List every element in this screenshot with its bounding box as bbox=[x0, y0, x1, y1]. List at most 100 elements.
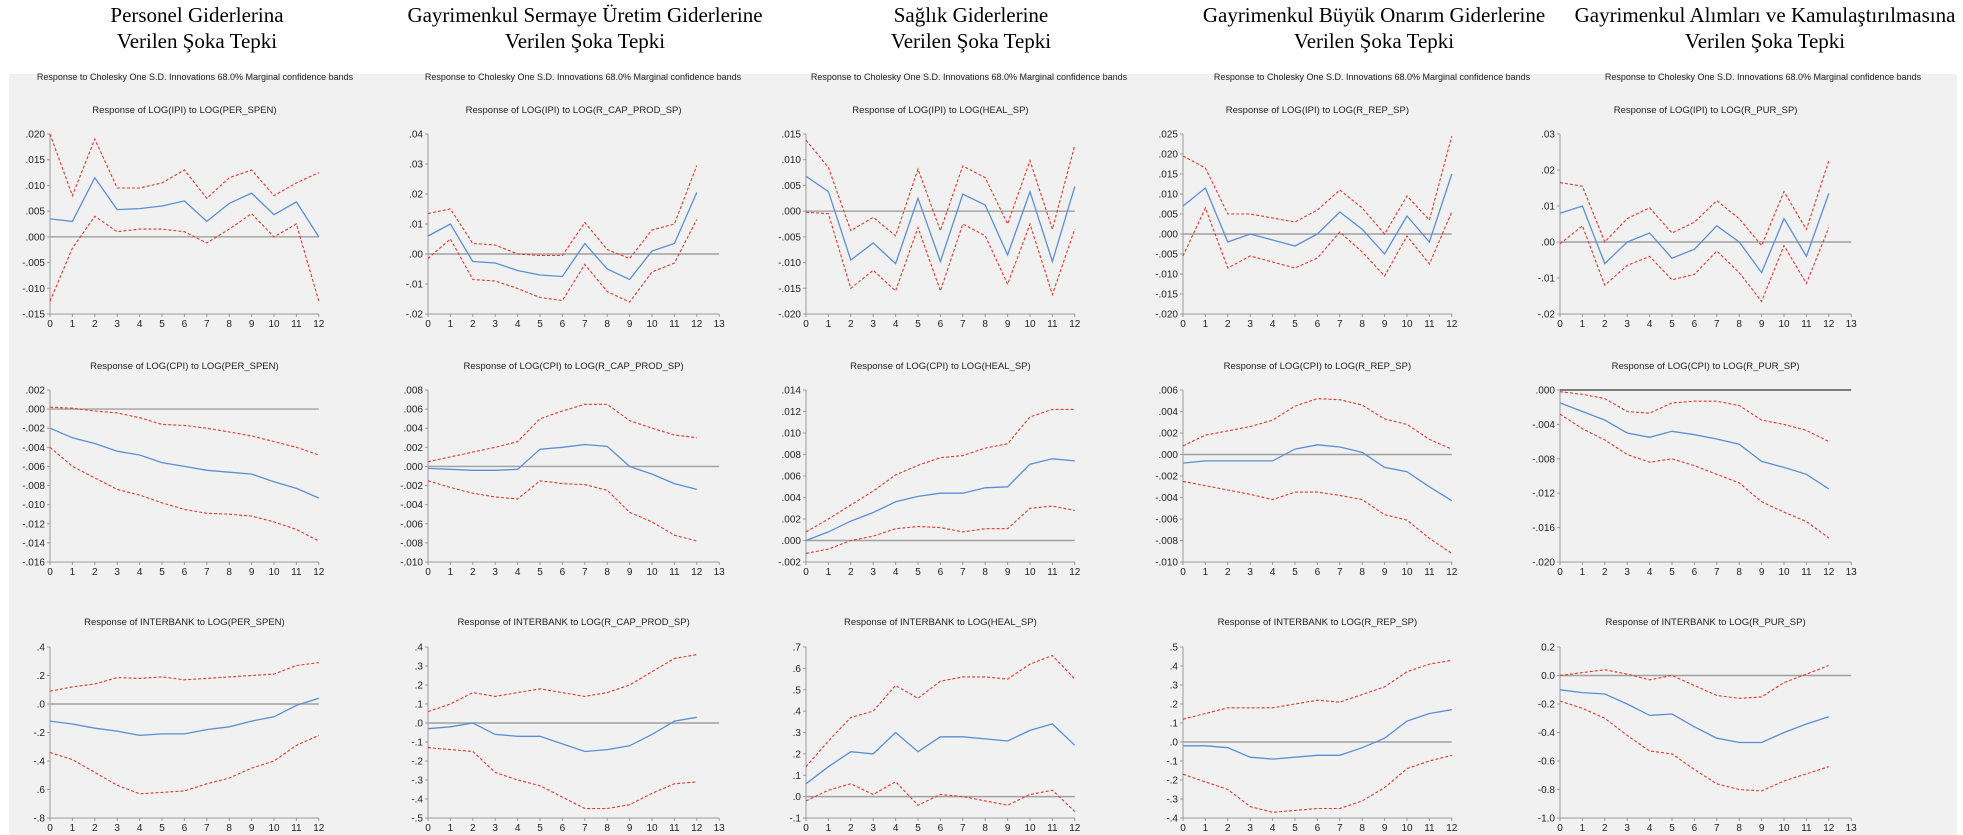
column-title-line-2: Verilen Şoka Tepki bbox=[504, 29, 666, 53]
x-tick-label: 4 bbox=[1270, 319, 1276, 330]
irf-panel: Response of INTERBANK to LOG(R_REP_SP) -.… bbox=[1166, 617, 1457, 834]
lower-confidence-band bbox=[1559, 413, 1830, 539]
impulse-response-line bbox=[1559, 689, 1829, 744]
x-tick-label: 6 bbox=[938, 319, 944, 330]
y-tick-label: .4 bbox=[793, 707, 802, 718]
x-tick-label: 3 bbox=[1624, 823, 1630, 834]
x-tick-label: 1 bbox=[826, 319, 832, 330]
y-tick-label: -.010 bbox=[1155, 558, 1178, 569]
x-tick-label: 11 bbox=[1424, 823, 1435, 834]
y-tick-label: -.2 bbox=[33, 728, 45, 739]
panel-title: Response of INTERBANK to LOG(R_CAP_PROD_… bbox=[457, 617, 689, 628]
x-tick-label: 2 bbox=[1225, 823, 1231, 834]
y-tick-label: .1 bbox=[415, 700, 424, 711]
lower-confidence-band bbox=[805, 505, 1075, 554]
x-tick-label: 1 bbox=[1203, 567, 1209, 578]
y-tick-label: -.015 bbox=[778, 284, 801, 295]
chart-panel bbox=[9, 74, 1957, 835]
column-title-line-2: Verilen Şoka Tepki bbox=[116, 29, 278, 53]
y-tick-label: .04 bbox=[409, 130, 423, 141]
x-tick-label: 12 bbox=[691, 319, 703, 330]
impulse-response-line bbox=[805, 458, 1075, 542]
x-tick-label: 8 bbox=[1736, 567, 1742, 578]
y-tick-label: -.020 bbox=[1532, 558, 1555, 569]
x-tick-label: 5 bbox=[1669, 567, 1675, 578]
x-tick-label: 12 bbox=[313, 319, 325, 330]
y-tick-label: .010 bbox=[782, 429, 802, 440]
y-tick-label: .020 bbox=[1159, 150, 1179, 161]
y-tick-label: .008 bbox=[404, 386, 424, 397]
x-tick-label: 10 bbox=[1401, 319, 1413, 330]
x-tick-label: 1 bbox=[448, 319, 454, 330]
column-title-line-1: Gayrimenkul Sermaye Üretim Giderlerine bbox=[407, 3, 763, 27]
y-tick-label: .2 bbox=[415, 681, 424, 692]
x-tick-label: 12 bbox=[1446, 567, 1458, 578]
x-tick-label: 6 bbox=[938, 823, 944, 834]
y-tick-label: 0.0 bbox=[1541, 671, 1555, 682]
x-tick-label: 10 bbox=[1024, 823, 1036, 834]
y-tick-label: -.01 bbox=[1538, 274, 1556, 285]
y-tick-label: -.010 bbox=[22, 284, 45, 295]
x-tick-label: 11 bbox=[291, 319, 302, 330]
x-tick-label: 0 bbox=[1557, 319, 1563, 330]
y-tick-label: .000 bbox=[1536, 386, 1556, 397]
x-tick-label: 11 bbox=[291, 823, 302, 834]
y-tick-label: .3 bbox=[415, 662, 424, 673]
y-tick-label: -0.8 bbox=[1538, 785, 1556, 796]
y-tick-label: .000 bbox=[26, 232, 46, 243]
y-tick-label: -.5 bbox=[411, 814, 423, 825]
x-tick-label: 6 bbox=[182, 823, 188, 834]
panel-title: Response of LOG(CPI) to LOG(R_PUR_SP) bbox=[1612, 361, 1800, 372]
x-tick-label: 1 bbox=[70, 567, 76, 578]
x-tick-label: 7 bbox=[960, 319, 966, 330]
irf-panel: Response of LOG(IPI) to LOG(R_PUR_SP) -.0… bbox=[1538, 105, 1857, 330]
y-tick-label: .005 bbox=[782, 181, 802, 192]
lower-confidence-band bbox=[427, 480, 697, 542]
y-tick-label: .5 bbox=[1170, 643, 1179, 654]
column-subheader: Response to Cholesky One S.D. Innovation… bbox=[1214, 72, 1531, 82]
x-tick-label: 6 bbox=[1692, 823, 1698, 834]
irf-panel: Response of LOG(IPI) to LOG(R_REP_SP) -.0… bbox=[1155, 105, 1458, 330]
y-tick-label: .002 bbox=[404, 443, 424, 454]
x-tick-label: 0 bbox=[1557, 567, 1563, 578]
y-tick-label: .7 bbox=[793, 643, 802, 654]
y-tick-label: .004 bbox=[404, 424, 424, 435]
x-tick-label: 9 bbox=[1005, 567, 1011, 578]
x-tick-label: 9 bbox=[627, 823, 633, 834]
x-tick-label: 5 bbox=[1669, 319, 1675, 330]
x-tick-label: 9 bbox=[1759, 567, 1765, 578]
y-tick-label: .0 bbox=[415, 719, 424, 730]
y-tick-label: -.4 bbox=[411, 795, 423, 806]
upper-confidence-band bbox=[805, 139, 1076, 237]
y-tick-label: .2 bbox=[793, 749, 802, 760]
x-tick-label: 11 bbox=[1047, 823, 1058, 834]
y-tick-label: -.002 bbox=[778, 558, 801, 569]
x-tick-label: 5 bbox=[1669, 823, 1675, 834]
x-tick-label: 1 bbox=[826, 823, 832, 834]
y-tick-label: .000 bbox=[404, 462, 424, 473]
x-tick-label: 8 bbox=[604, 567, 610, 578]
panel-title: Response of LOG(CPI) to LOG(PER_SPEN) bbox=[90, 361, 278, 372]
x-tick-label: 9 bbox=[627, 567, 633, 578]
x-tick-label: 9 bbox=[1759, 319, 1765, 330]
x-tick-label: 1 bbox=[448, 823, 454, 834]
y-tick-label: .3 bbox=[1170, 681, 1179, 692]
column-title-line-1: Personel Giderlerina bbox=[110, 3, 284, 27]
x-tick-label: 0 bbox=[803, 319, 809, 330]
x-tick-label: 5 bbox=[915, 823, 921, 834]
y-tick-label: -.02 bbox=[406, 310, 424, 321]
x-tick-label: 8 bbox=[1359, 823, 1365, 834]
x-tick-label: 0 bbox=[803, 823, 809, 834]
y-tick-label: -.002 bbox=[1155, 472, 1178, 483]
x-tick-label: 4 bbox=[515, 319, 521, 330]
x-tick-label: 10 bbox=[268, 823, 280, 834]
x-tick-label: 5 bbox=[1292, 319, 1298, 330]
y-tick-label: -.016 bbox=[1532, 523, 1555, 534]
x-tick-label: 2 bbox=[848, 567, 854, 578]
y-tick-label: -.010 bbox=[22, 500, 45, 511]
impulse-response-line bbox=[1559, 402, 1830, 490]
y-tick-label: .4 bbox=[415, 643, 424, 654]
y-tick-label: .004 bbox=[1159, 407, 1179, 418]
y-tick-label: -.012 bbox=[1532, 489, 1555, 500]
lower-confidence-band bbox=[1559, 224, 1830, 303]
